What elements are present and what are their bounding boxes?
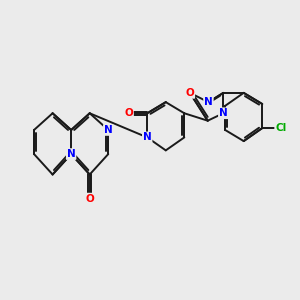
Text: N: N: [219, 108, 228, 118]
Text: N: N: [204, 97, 213, 107]
Text: Cl: Cl: [275, 123, 286, 133]
Text: N: N: [143, 132, 152, 142]
Text: N: N: [67, 149, 76, 159]
Text: N: N: [104, 125, 112, 135]
Text: O: O: [185, 88, 194, 98]
Text: O: O: [124, 108, 133, 118]
Text: O: O: [85, 194, 94, 204]
